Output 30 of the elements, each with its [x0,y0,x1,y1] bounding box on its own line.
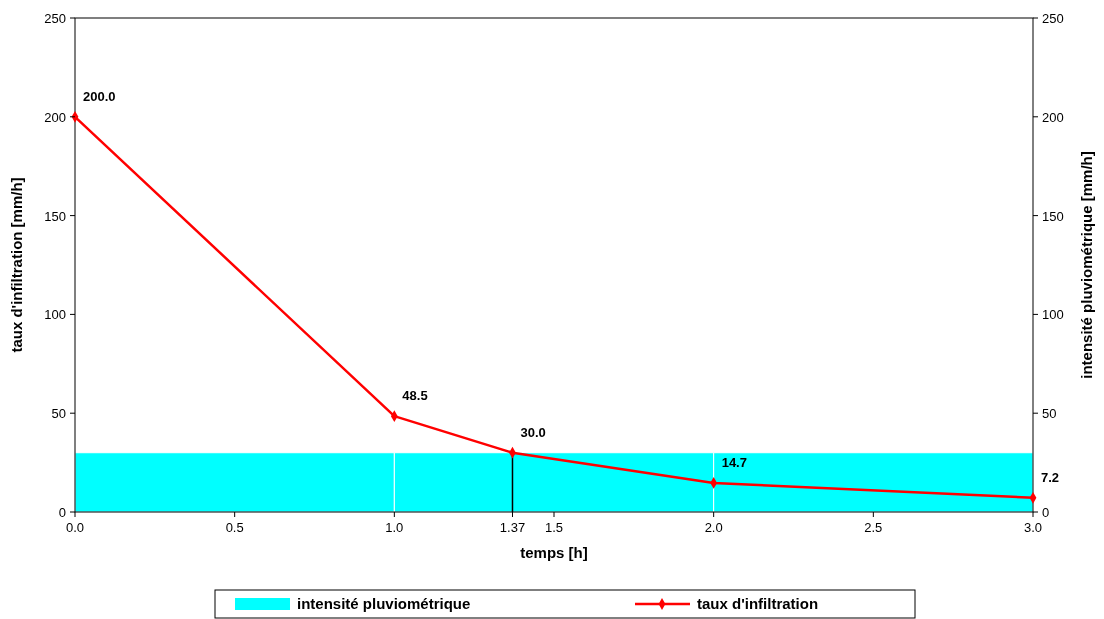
y-tick-label: 100 [44,307,66,323]
legend-label: intensité pluviométrique [297,595,471,612]
x-tick-label: 1.5 [544,520,564,535]
data-label: 7.2 [1041,469,1060,485]
x-tick-label: 0.0 [65,520,85,535]
y-tick-label: 150 [44,208,66,224]
data-label: 14.7 [721,454,747,470]
y-axis-title: taux d'infiltration [mm/h] [8,177,25,353]
y-tick-label: 250 [44,11,66,26]
y2-tick-label: 150 [1042,208,1064,224]
data-label: 48.5 [402,388,428,404]
data-label: 200.0 [83,88,116,104]
y2-tick-label: 50 [1042,406,1057,422]
x-tick-label: 3.0 [1023,520,1043,535]
y2-tick-label: 100 [1042,307,1064,323]
data-label: 30.0 [520,424,546,440]
legend-label: taux d'infiltration [697,595,819,612]
y2-tick-label: 200 [1042,109,1064,125]
y2-tick-label: 0 [1042,505,1050,520]
x-tick-label: 2.0 [704,520,723,535]
y-tick-label: 200 [44,109,66,125]
x-tick-label: 2.5 [864,520,883,535]
x-tick-label: 0.5 [225,520,244,535]
y2-axis-title: intensité pluviométrique [mm/h] [1078,151,1095,379]
y2-tick-label: 250 [1042,11,1064,26]
x-tick-label: 1.37 [499,520,526,535]
x-tick-label: 1.0 [385,520,404,535]
x-axis-title: temps [h] [520,544,588,561]
y-tick-label: 50 [51,406,66,422]
y-tick-label: 0 [58,505,66,520]
